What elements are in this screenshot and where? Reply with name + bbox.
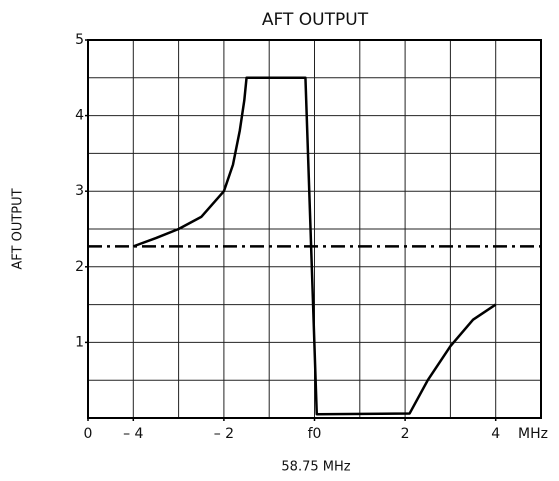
x-tick-label: 0 — [84, 426, 93, 442]
x-tick-label: – 4 — [123, 426, 143, 442]
plot-frame — [87, 39, 542, 419]
series-line — [132, 76, 497, 416]
y-tick-label: 4 — [75, 108, 84, 124]
y-tick-label: 5 — [75, 32, 84, 48]
x-tick-label: 4 — [491, 426, 500, 442]
y-tick-label: 2 — [75, 259, 84, 275]
y-axis-label: AFT OUTPUT — [11, 188, 26, 269]
x-tick-label: 2 — [401, 426, 410, 442]
x-tick-label: f0 — [308, 426, 322, 442]
chart-title: AFT OUTPUT — [262, 10, 369, 30]
x-tick-label: – 2 — [214, 426, 234, 442]
x-axis-label: 58.75 MHz — [281, 460, 350, 475]
y-tick-label: 1 — [75, 334, 84, 350]
x-unit: MHz — [518, 426, 548, 442]
y-tick-label: 3 — [75, 183, 84, 199]
